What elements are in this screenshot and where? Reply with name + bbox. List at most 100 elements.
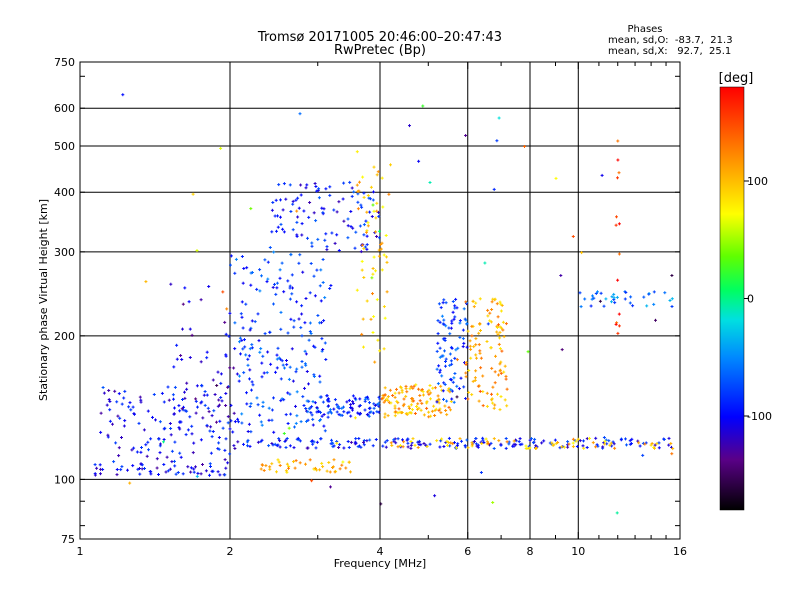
data-point — [619, 438, 623, 442]
data-point — [297, 317, 301, 321]
data-point — [295, 209, 299, 213]
data-point — [262, 469, 266, 472]
data-point — [440, 388, 444, 392]
data-point — [356, 200, 360, 204]
data-point — [401, 404, 405, 408]
data-point — [503, 364, 507, 368]
data-point — [233, 447, 237, 450]
data-point — [223, 473, 227, 477]
stats-heading: Phases — [627, 24, 662, 35]
data-point — [437, 364, 441, 368]
data-point — [482, 441, 486, 444]
data-point — [217, 436, 221, 439]
data-point — [260, 375, 264, 379]
data-point — [170, 449, 174, 453]
data-point — [654, 318, 657, 322]
data-point — [328, 410, 332, 414]
data-point — [341, 197, 345, 201]
data-point — [617, 312, 621, 316]
data-point — [372, 190, 375, 194]
data-point — [275, 281, 279, 285]
data-point — [322, 413, 326, 416]
data-point — [566, 443, 570, 447]
data-point — [258, 289, 262, 293]
data-point — [195, 384, 199, 388]
data-point — [614, 322, 618, 326]
data-point — [255, 287, 259, 291]
data-point — [181, 408, 185, 412]
data-point — [340, 406, 344, 410]
data-point — [668, 299, 672, 302]
data-point — [349, 210, 353, 213]
data-point — [463, 361, 466, 365]
data-point — [480, 442, 484, 445]
data-point — [447, 405, 451, 409]
data-point — [241, 347, 245, 351]
data-point — [226, 461, 230, 465]
data-point — [612, 296, 616, 300]
data-point — [438, 368, 442, 372]
data-point — [101, 386, 105, 389]
data-point — [628, 301, 632, 305]
data-point — [211, 430, 215, 433]
data-point — [106, 433, 110, 437]
data-point — [354, 230, 358, 234]
data-point — [490, 397, 494, 401]
data-point — [337, 249, 341, 252]
data-point — [305, 409, 308, 413]
data-point — [288, 183, 292, 187]
data-point — [260, 361, 264, 365]
data-point — [670, 445, 673, 449]
data-point — [247, 422, 251, 426]
data-point — [441, 389, 445, 393]
data-point — [617, 171, 621, 175]
data-point — [319, 418, 322, 422]
data-point — [454, 446, 458, 450]
data-point — [383, 386, 387, 390]
chart-title: Tromsø 20171005 20:46:00–20:47:43 — [257, 30, 502, 45]
data-point — [607, 439, 611, 443]
data-point — [288, 286, 292, 290]
data-point — [108, 400, 112, 403]
data-point — [657, 441, 661, 445]
data-point — [275, 366, 279, 370]
data-point — [218, 403, 221, 407]
data-point — [438, 370, 442, 374]
data-point — [504, 446, 508, 450]
data-point — [243, 345, 247, 349]
data-point — [396, 401, 400, 405]
data-point — [361, 317, 365, 321]
data-point — [279, 198, 282, 202]
data-point — [499, 302, 503, 306]
data-point — [365, 229, 369, 233]
data-point — [490, 300, 494, 304]
data-point — [128, 401, 132, 405]
data-point — [497, 342, 501, 346]
data-point — [284, 197, 288, 201]
data-point — [336, 405, 340, 409]
data-point — [303, 321, 307, 325]
data-point — [477, 343, 481, 347]
data-point — [412, 399, 416, 403]
data-point — [324, 232, 328, 236]
data-point — [455, 384, 459, 388]
data-point — [470, 393, 474, 397]
data-point — [108, 408, 112, 412]
data-point — [452, 376, 456, 380]
data-point — [370, 215, 374, 218]
data-point — [295, 437, 299, 441]
data-point — [614, 223, 618, 227]
data-point — [326, 415, 330, 419]
data-point — [417, 440, 421, 444]
data-point — [499, 443, 503, 447]
data-point — [464, 375, 468, 379]
data-point — [580, 251, 584, 255]
data-point — [380, 397, 384, 401]
data-point — [272, 430, 276, 434]
data-point — [362, 276, 366, 279]
data-point — [667, 436, 671, 440]
data-point — [291, 286, 294, 290]
data-point — [496, 315, 500, 319]
data-point — [395, 387, 398, 391]
data-point — [192, 467, 196, 471]
